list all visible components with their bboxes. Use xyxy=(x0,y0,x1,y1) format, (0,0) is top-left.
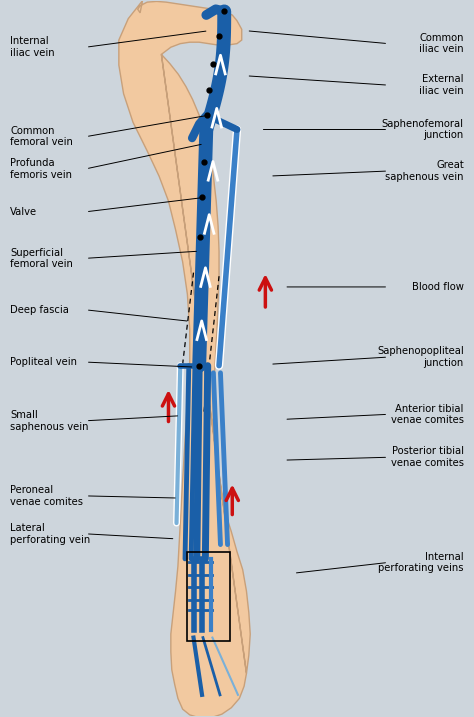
Text: External
iliac vein: External iliac vein xyxy=(419,75,464,96)
Polygon shape xyxy=(119,1,250,717)
Text: Small
saphenous vein: Small saphenous vein xyxy=(10,410,89,432)
Text: Profunda
femoris vein: Profunda femoris vein xyxy=(10,158,72,180)
Text: Great
saphenous vein: Great saphenous vein xyxy=(385,160,464,182)
Text: Deep fascia: Deep fascia xyxy=(10,305,69,315)
Text: Saphenofemoral
junction: Saphenofemoral junction xyxy=(382,119,464,141)
Text: Blood flow: Blood flow xyxy=(412,282,464,292)
Text: Posterior tibial
venae comites: Posterior tibial venae comites xyxy=(391,447,464,468)
Text: Superficial
femoral vein: Superficial femoral vein xyxy=(10,247,73,269)
Text: Valve: Valve xyxy=(10,206,37,217)
Text: Common
femoral vein: Common femoral vein xyxy=(10,126,73,148)
Text: Anterior tibial
venae comites: Anterior tibial venae comites xyxy=(391,404,464,425)
Text: Lateral
perforating vein: Lateral perforating vein xyxy=(10,523,91,545)
Text: Peroneal
venae comites: Peroneal venae comites xyxy=(10,485,83,507)
Bar xyxy=(187,551,230,641)
Text: Popliteal vein: Popliteal vein xyxy=(10,357,77,367)
Text: Common
iliac vein: Common iliac vein xyxy=(419,33,464,54)
Text: Internal
iliac vein: Internal iliac vein xyxy=(10,37,55,58)
Text: Saphenopopliteal
junction: Saphenopopliteal junction xyxy=(377,346,464,368)
Text: Internal
perforating veins: Internal perforating veins xyxy=(378,551,464,574)
